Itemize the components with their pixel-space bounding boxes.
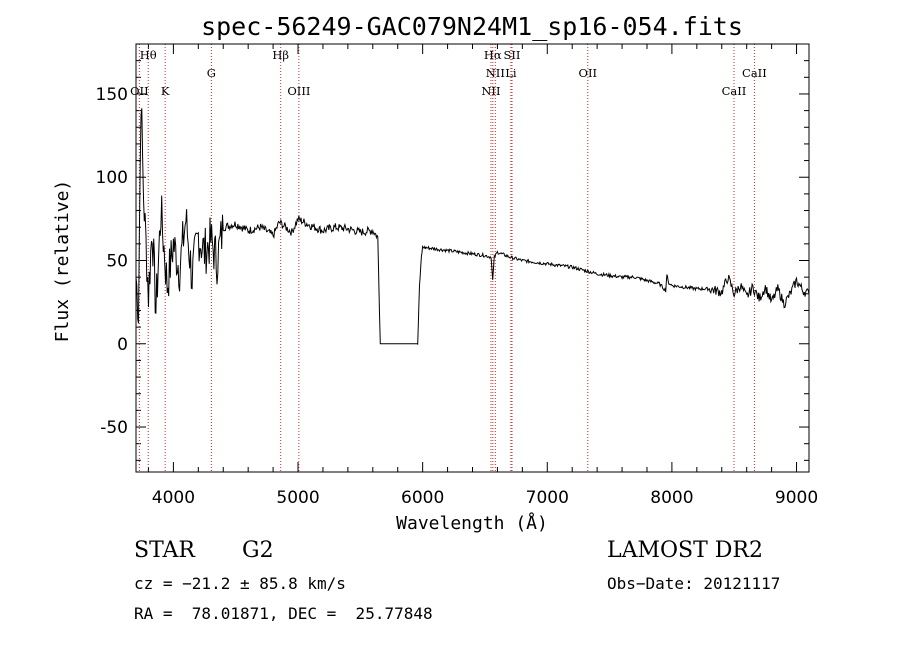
spectral-line-label: OII bbox=[579, 66, 598, 80]
spectral-line-markers bbox=[138, 44, 755, 472]
spectral-line-label: NII bbox=[481, 84, 500, 98]
object-class: STAR bbox=[134, 538, 195, 563]
x-axis-label: Wavelength (Å) bbox=[396, 512, 548, 534]
y-tick-label: -50 bbox=[100, 418, 128, 438]
y-tick-label: 50 bbox=[106, 251, 128, 271]
observation-date: Obs−Date: 20121117 bbox=[607, 574, 781, 593]
axis-ticks: 4000 5000 6000 7000 8000 9000 -50 0 50 100 150 bbox=[96, 44, 818, 508]
spectral-line-label: SII bbox=[504, 48, 521, 62]
y-tick-label: 150 bbox=[96, 85, 128, 105]
plot-frame bbox=[135, 43, 810, 473]
redshift-velocity: cz = −21.2 ± 85.8 km/s bbox=[134, 574, 346, 593]
spectral-line-labels: Hθ OII K G Hβ OIII Hα NII NII SII Li OII CaII CaII bbox=[130, 48, 767, 98]
x-tick-label: 6000 bbox=[401, 488, 444, 508]
x-tick-label: 5000 bbox=[276, 488, 319, 508]
spectral-line-label: OIII bbox=[287, 84, 310, 98]
spectral-line-label: Hθ bbox=[140, 48, 157, 62]
x-tick-label: 8000 bbox=[650, 488, 693, 508]
x-tick-label: 9000 bbox=[775, 488, 818, 508]
chart-title: spec-56249-GAC079N24M1_sp16-054.fits bbox=[201, 12, 743, 41]
spectral-line-label: NII bbox=[486, 66, 505, 80]
spectrum-line bbox=[135, 108, 810, 345]
x-tick-label: 7000 bbox=[526, 488, 569, 508]
survey-name: LAMOST DR2 bbox=[607, 538, 763, 563]
spectral-subclass: G2 bbox=[242, 538, 274, 563]
spectral-line-label: K bbox=[161, 84, 170, 98]
y-tick-label: 100 bbox=[96, 168, 128, 188]
y-tick-label: 0 bbox=[117, 335, 128, 355]
x-tick-label: 4000 bbox=[152, 488, 195, 508]
spectrum-series bbox=[135, 108, 810, 345]
spectral-line-label: CaII bbox=[722, 84, 747, 98]
spectral-line-label: Li bbox=[505, 66, 517, 80]
y-axis-label: Flux (relative) bbox=[52, 180, 73, 343]
spectral-line-label: Hα bbox=[484, 48, 502, 62]
spectral-line-label: Hβ bbox=[272, 48, 289, 62]
sky-coordinates: RA = 78.01871, DEC = 25.77848 bbox=[134, 604, 433, 623]
spectral-line-label: OII bbox=[130, 84, 149, 98]
spectral-line-label: CaII bbox=[742, 66, 767, 80]
spectral-line-label: G bbox=[207, 66, 216, 80]
